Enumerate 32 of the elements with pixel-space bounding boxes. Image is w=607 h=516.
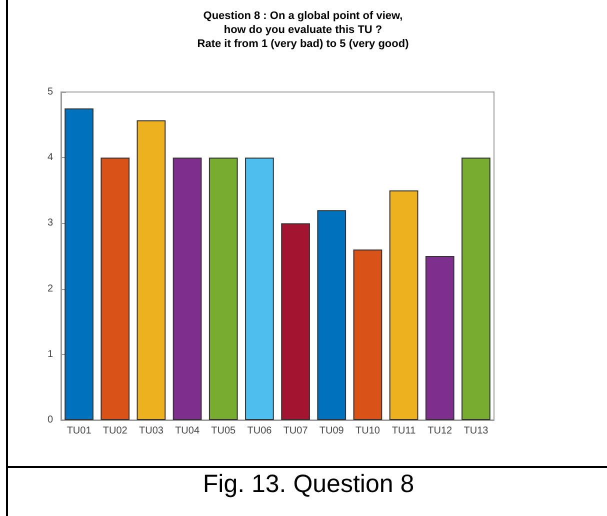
bar — [172, 158, 202, 420]
bar — [64, 108, 94, 420]
bar — [208, 158, 238, 420]
bar — [353, 249, 382, 420]
y-tick-label: 3 — [47, 218, 54, 229]
bar — [136, 120, 166, 420]
bar — [245, 158, 274, 420]
bar — [462, 158, 490, 420]
y-tick-label: 1 — [47, 348, 54, 360]
x-tick-label: TU09 — [319, 426, 344, 436]
bar — [281, 223, 310, 420]
x-tick-label: TU05 — [211, 426, 236, 436]
x-tick-label: TU13 — [464, 426, 489, 436]
bar — [100, 158, 130, 420]
x-tick-label: TU03 — [138, 426, 164, 436]
y-tick-label: 4 — [47, 152, 54, 164]
x-tick-label: TU02 — [102, 426, 128, 436]
x-tick-label: TU10 — [355, 426, 380, 436]
x-tick-label: TU01 — [66, 426, 92, 436]
chart-title: Question 8 : On a global point of view, how do you evaluate this TU ? Rate it from 1 (very bad) to 5 (very good) — [197, 10, 410, 50]
bar — [425, 256, 454, 420]
y-tick-label: 5 — [47, 86, 54, 98]
x-tick-label: TU06 — [247, 426, 272, 436]
x-tick-label: TU04 — [175, 426, 200, 436]
bar — [389, 190, 418, 420]
bar — [317, 210, 346, 420]
x-tick-label: TU07 — [283, 426, 308, 436]
y-tick-label: 0 — [47, 414, 54, 426]
x-tick-label: TU12 — [428, 426, 453, 436]
caption: Fig. 13. Question 8 — [202, 470, 416, 499]
x-tick-label: TU11 — [392, 426, 416, 436]
y-tick-label: 2 — [47, 283, 54, 294]
